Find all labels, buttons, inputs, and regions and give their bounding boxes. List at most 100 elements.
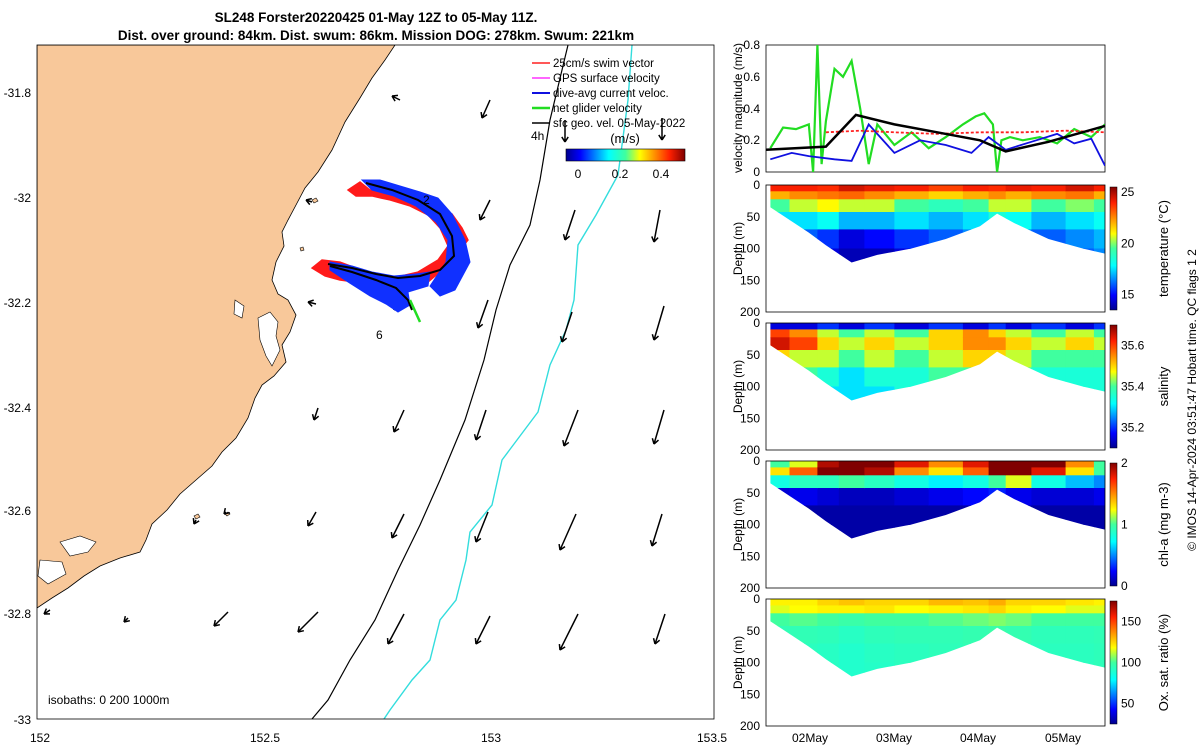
time-x-tick: 05May bbox=[1045, 731, 1081, 745]
colorbar-tick: 1 bbox=[1121, 518, 1128, 532]
section-cell bbox=[962, 461, 990, 468]
lake bbox=[37, 559, 67, 585]
section-cell bbox=[1005, 323, 1032, 330]
section-cell bbox=[1065, 350, 1095, 369]
net-glider-velocity bbox=[408, 299, 422, 323]
sfc-velocity-arrow bbox=[305, 197, 313, 206]
section-cell bbox=[1005, 199, 1032, 213]
section-cell bbox=[817, 467, 840, 476]
speed-colorbar-tick: 0.4 bbox=[653, 167, 670, 181]
sfc-velocity-arrow bbox=[297, 611, 319, 633]
section-cell bbox=[864, 212, 895, 231]
section-cell bbox=[770, 199, 791, 213]
section-cell bbox=[770, 323, 791, 330]
section-cell bbox=[1005, 185, 1032, 192]
section-cell bbox=[864, 643, 895, 664]
section-cell bbox=[988, 467, 1007, 476]
sfc-velocity-arrow bbox=[311, 407, 320, 421]
section-cell bbox=[894, 467, 930, 476]
section-cell bbox=[817, 461, 840, 468]
section-cell bbox=[894, 350, 930, 369]
depth-tick: 50 bbox=[747, 486, 761, 500]
section-cell bbox=[864, 613, 895, 627]
section-cell bbox=[1093, 626, 1105, 645]
depth-tick: 200 bbox=[740, 581, 760, 595]
section-cell bbox=[894, 191, 930, 200]
section-cell bbox=[928, 613, 964, 627]
sfc-velocity-arrow bbox=[43, 608, 51, 615]
section-cell bbox=[1065, 613, 1095, 627]
sfc-velocity-arrow bbox=[559, 311, 573, 343]
legend-label: sfc geo. vel. 05-May-2022 bbox=[553, 118, 685, 130]
depth-tick: 50 bbox=[747, 348, 761, 362]
depth-tick: 150 bbox=[740, 411, 760, 425]
section-cell bbox=[864, 337, 895, 351]
colorbar-tick: 35.4 bbox=[1121, 380, 1145, 394]
section-cell bbox=[817, 199, 840, 213]
section-cell bbox=[1093, 350, 1105, 369]
section-cell bbox=[817, 475, 840, 489]
current-vector-fan-2 bbox=[329, 261, 431, 313]
section-cell bbox=[1065, 488, 1095, 507]
sfc-velocity-arrow bbox=[386, 613, 405, 645]
section-cell bbox=[1031, 337, 1067, 351]
section-cell bbox=[894, 643, 930, 664]
isobath-1000m bbox=[383, 45, 633, 719]
section-cell bbox=[817, 350, 840, 369]
sfc-velocity-arrow bbox=[123, 615, 131, 623]
section-cell bbox=[1065, 467, 1095, 476]
section-cell bbox=[1093, 467, 1105, 476]
section-cell bbox=[789, 599, 818, 606]
section-cell bbox=[817, 605, 840, 614]
section-cell bbox=[1065, 212, 1095, 231]
section-cell bbox=[838, 488, 866, 507]
time-x-ticks: 02May 03May 04May 05May bbox=[792, 731, 1081, 745]
lake bbox=[257, 311, 281, 367]
section-cell bbox=[864, 229, 895, 250]
section-cell bbox=[838, 337, 866, 351]
section-cell bbox=[1031, 350, 1067, 369]
section-cell bbox=[962, 337, 990, 351]
legend-label: 25cm/s swim vector bbox=[553, 58, 654, 70]
section-cell bbox=[817, 337, 840, 351]
isobaths-note: isobaths: 0 200 1000m bbox=[48, 693, 169, 707]
section-cell bbox=[838, 350, 866, 369]
section-cell bbox=[894, 613, 930, 627]
section-cell bbox=[838, 329, 866, 338]
section-cell bbox=[1065, 461, 1095, 468]
depth-label: Depth (m) bbox=[731, 498, 745, 551]
section-cell bbox=[988, 323, 1007, 330]
section-cell bbox=[1031, 599, 1067, 606]
section-cell bbox=[1093, 475, 1105, 489]
map-x-tick: 153.5 bbox=[697, 731, 727, 745]
section-cell bbox=[894, 199, 930, 213]
section-cell bbox=[1005, 475, 1032, 489]
sfc-velocity-arrow bbox=[390, 513, 405, 539]
section-cell bbox=[789, 475, 818, 489]
sfc-velocity-arrow bbox=[474, 511, 489, 543]
section-cell bbox=[817, 212, 840, 231]
section-cell bbox=[789, 337, 818, 351]
section-cell bbox=[928, 212, 964, 231]
track-label: 4h bbox=[531, 129, 544, 143]
section-cell bbox=[1065, 605, 1095, 614]
section-cell bbox=[838, 323, 866, 330]
colorbar-tick: 20 bbox=[1121, 236, 1135, 250]
map-y-tick: -33 bbox=[14, 713, 32, 727]
legend-label: net glider velocity bbox=[553, 103, 642, 115]
section-cell bbox=[1065, 643, 1095, 664]
sfc-velocity-arrow bbox=[392, 409, 405, 433]
sfc-velocity-arrow bbox=[651, 305, 665, 341]
section-cell bbox=[838, 467, 866, 476]
section-cell bbox=[838, 229, 866, 250]
section-cell bbox=[894, 505, 930, 526]
section-cell bbox=[1065, 599, 1095, 606]
section-cell bbox=[817, 488, 840, 507]
section-cell bbox=[864, 461, 895, 468]
section-cell bbox=[1031, 191, 1067, 200]
section-colorbar bbox=[1109, 324, 1118, 449]
section-cell bbox=[789, 191, 818, 200]
track-label: 2 bbox=[423, 193, 430, 207]
section-cell bbox=[789, 467, 818, 476]
section-cell bbox=[838, 599, 866, 606]
